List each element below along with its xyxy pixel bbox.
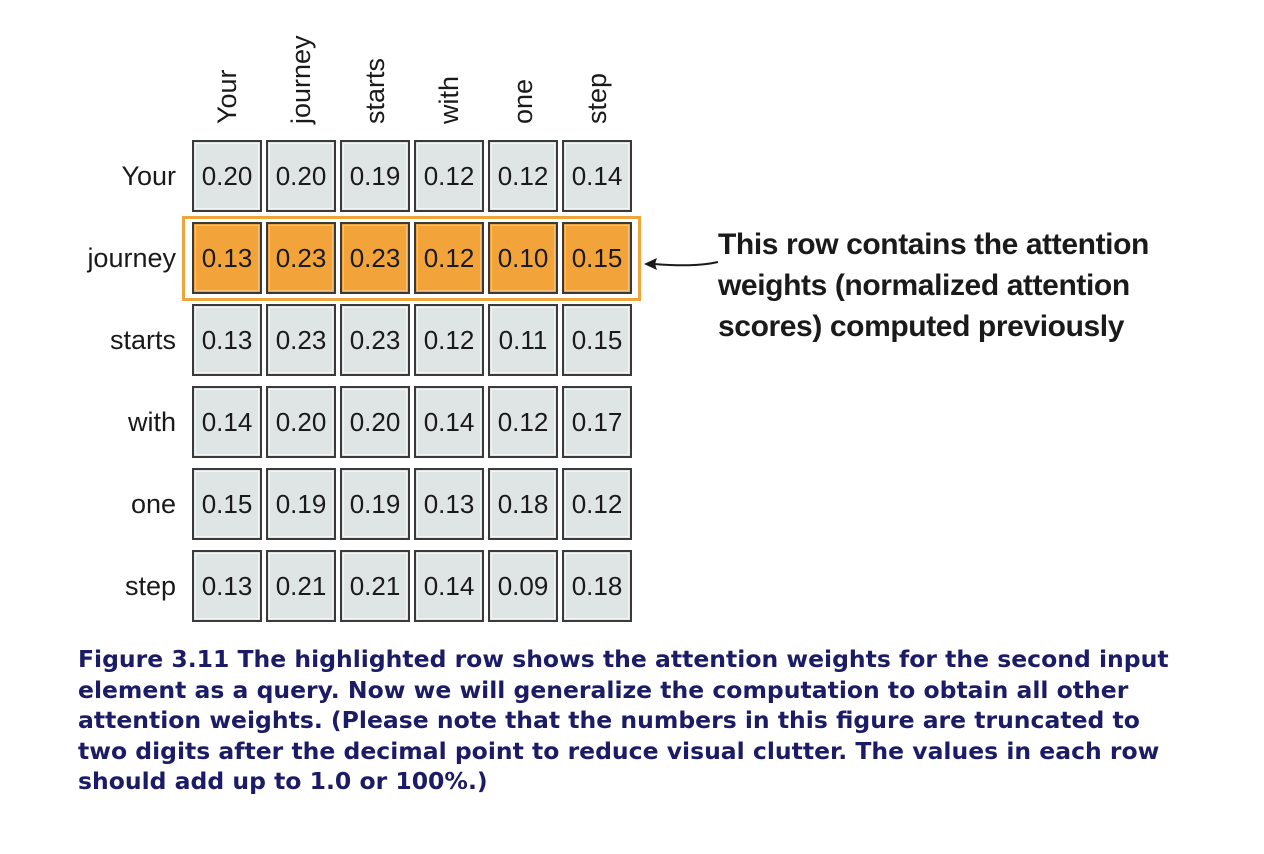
row-label: step (124, 571, 176, 601)
weight-cell: 0.13 (192, 304, 262, 376)
highlighted-weight-cell: 0.12 (414, 222, 484, 294)
weight-cell: 0.21 (266, 550, 336, 622)
weight-cell: 0.15 (562, 304, 632, 376)
highlighted-weight-cell: 0.15 (562, 222, 632, 294)
attention-weights-figure: Your journey starts with one step Your journey… (87, 35, 1198, 622)
row-label: one (130, 489, 176, 519)
column-label: step (582, 72, 612, 124)
highlighted-weight-cell: 0.13 (192, 222, 262, 294)
weight-cell: 0.14 (414, 550, 484, 622)
highlighted-weight-cell: 0.23 (340, 222, 410, 294)
weight-cell: 0.13 (192, 550, 262, 622)
column-label: with (434, 75, 464, 124)
weight-cell: 0.20 (192, 140, 262, 212)
weight-cell: 0.14 (562, 140, 632, 212)
row-label: with (127, 407, 176, 437)
annotation-line: weights (normalized attention (718, 269, 1130, 302)
weight-cell: 0.17 (562, 386, 632, 458)
weight-cell: 0.18 (488, 468, 558, 540)
weight-cell: 0.19 (340, 140, 410, 212)
weight-cell: 0.20 (266, 140, 336, 212)
weight-cell: 0.19 (266, 468, 336, 540)
row-label: Your (121, 161, 176, 191)
row-label: journey (87, 243, 176, 273)
weight-cell: 0.15 (192, 468, 262, 540)
row-label: starts (109, 325, 176, 355)
annotation-text: This row contains the attention weights … (718, 224, 1198, 347)
annotation-line: scores) computed previously (718, 310, 1124, 343)
weight-cell: 0.12 (414, 304, 484, 376)
column-label: Your (212, 69, 242, 124)
figure-caption: Figure 3.11 The highlighted row shows th… (78, 645, 1169, 795)
weight-cell: 0.14 (414, 386, 484, 458)
annotation-arrow-icon (644, 258, 719, 270)
weight-cell: 0.23 (266, 304, 336, 376)
weight-cell: 0.14 (192, 386, 262, 458)
weight-cell: 0.12 (488, 386, 558, 458)
annotation-line: This row contains the attention (718, 228, 1149, 261)
column-label: starts (360, 57, 390, 124)
weight-cell: 0.11 (488, 304, 558, 376)
weight-cell: 0.12 (562, 468, 632, 540)
weight-cell: 0.09 (488, 550, 558, 622)
weight-cell: 0.20 (266, 386, 336, 458)
weight-cell: 0.21 (340, 550, 410, 622)
weight-cell: 0.12 (488, 140, 558, 212)
weight-cell: 0.18 (562, 550, 632, 622)
weight-cell: 0.23 (340, 304, 410, 376)
weight-cell: 0.13 (414, 468, 484, 540)
highlighted-row-frame (182, 216, 641, 301)
weight-cell: 0.19 (340, 468, 410, 540)
highlighted-weight-cell: 0.23 (266, 222, 336, 294)
column-label: one (508, 78, 538, 124)
column-label: journey (286, 35, 316, 124)
weight-cell: 0.12 (414, 140, 484, 212)
weight-cell: 0.20 (340, 386, 410, 458)
highlighted-weight-cell: 0.10 (488, 222, 558, 294)
